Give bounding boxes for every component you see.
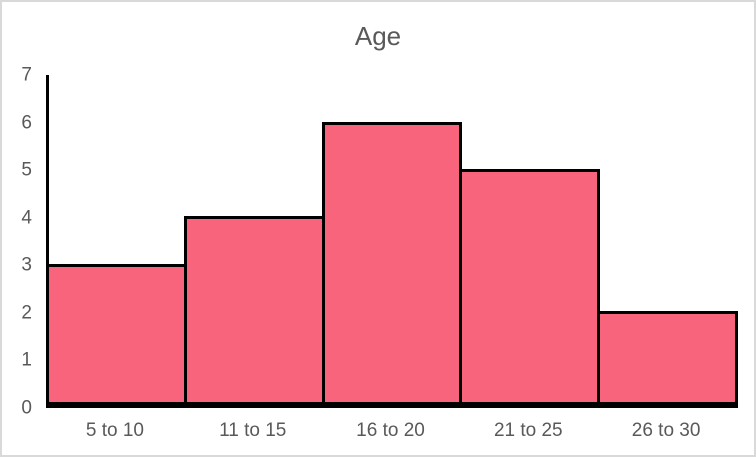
x-tick-label: 16 to 20: [356, 420, 425, 441]
y-tick-label: 2: [21, 302, 32, 324]
y-tick-label: 5: [21, 159, 32, 181]
x-tick-label: 5 to 10: [85, 420, 144, 441]
x-tick-label: 21 to 25: [493, 420, 563, 441]
x-axis: 5 to 10 11 to 15 16 to 20 21 to 25 26 to 30: [46, 408, 735, 442]
y-tick-label: 3: [21, 254, 32, 276]
y-tick-label: 6: [21, 112, 32, 134]
y-axis: 0 1 2 3 4 5 6 7: [2, 66, 36, 418]
plot-area: [46, 75, 738, 408]
x-tick-label: 11 to 15: [219, 420, 287, 441]
bar-21-to-25: [459, 169, 601, 405]
bar-16-to-20: [321, 122, 463, 405]
y-tick-label: 4: [21, 207, 32, 229]
bar-5-to-10: [46, 263, 187, 405]
y-tick-label: 0: [21, 397, 32, 419]
y-tick-label: 7: [21, 64, 32, 86]
chart-title: Age: [354, 21, 402, 51]
y-tick-label: 1: [21, 349, 32, 371]
x-tick-label: 26 to 30: [631, 420, 701, 441]
bar-11-to-15: [183, 216, 325, 405]
bar-26-to-30: [597, 310, 738, 405]
